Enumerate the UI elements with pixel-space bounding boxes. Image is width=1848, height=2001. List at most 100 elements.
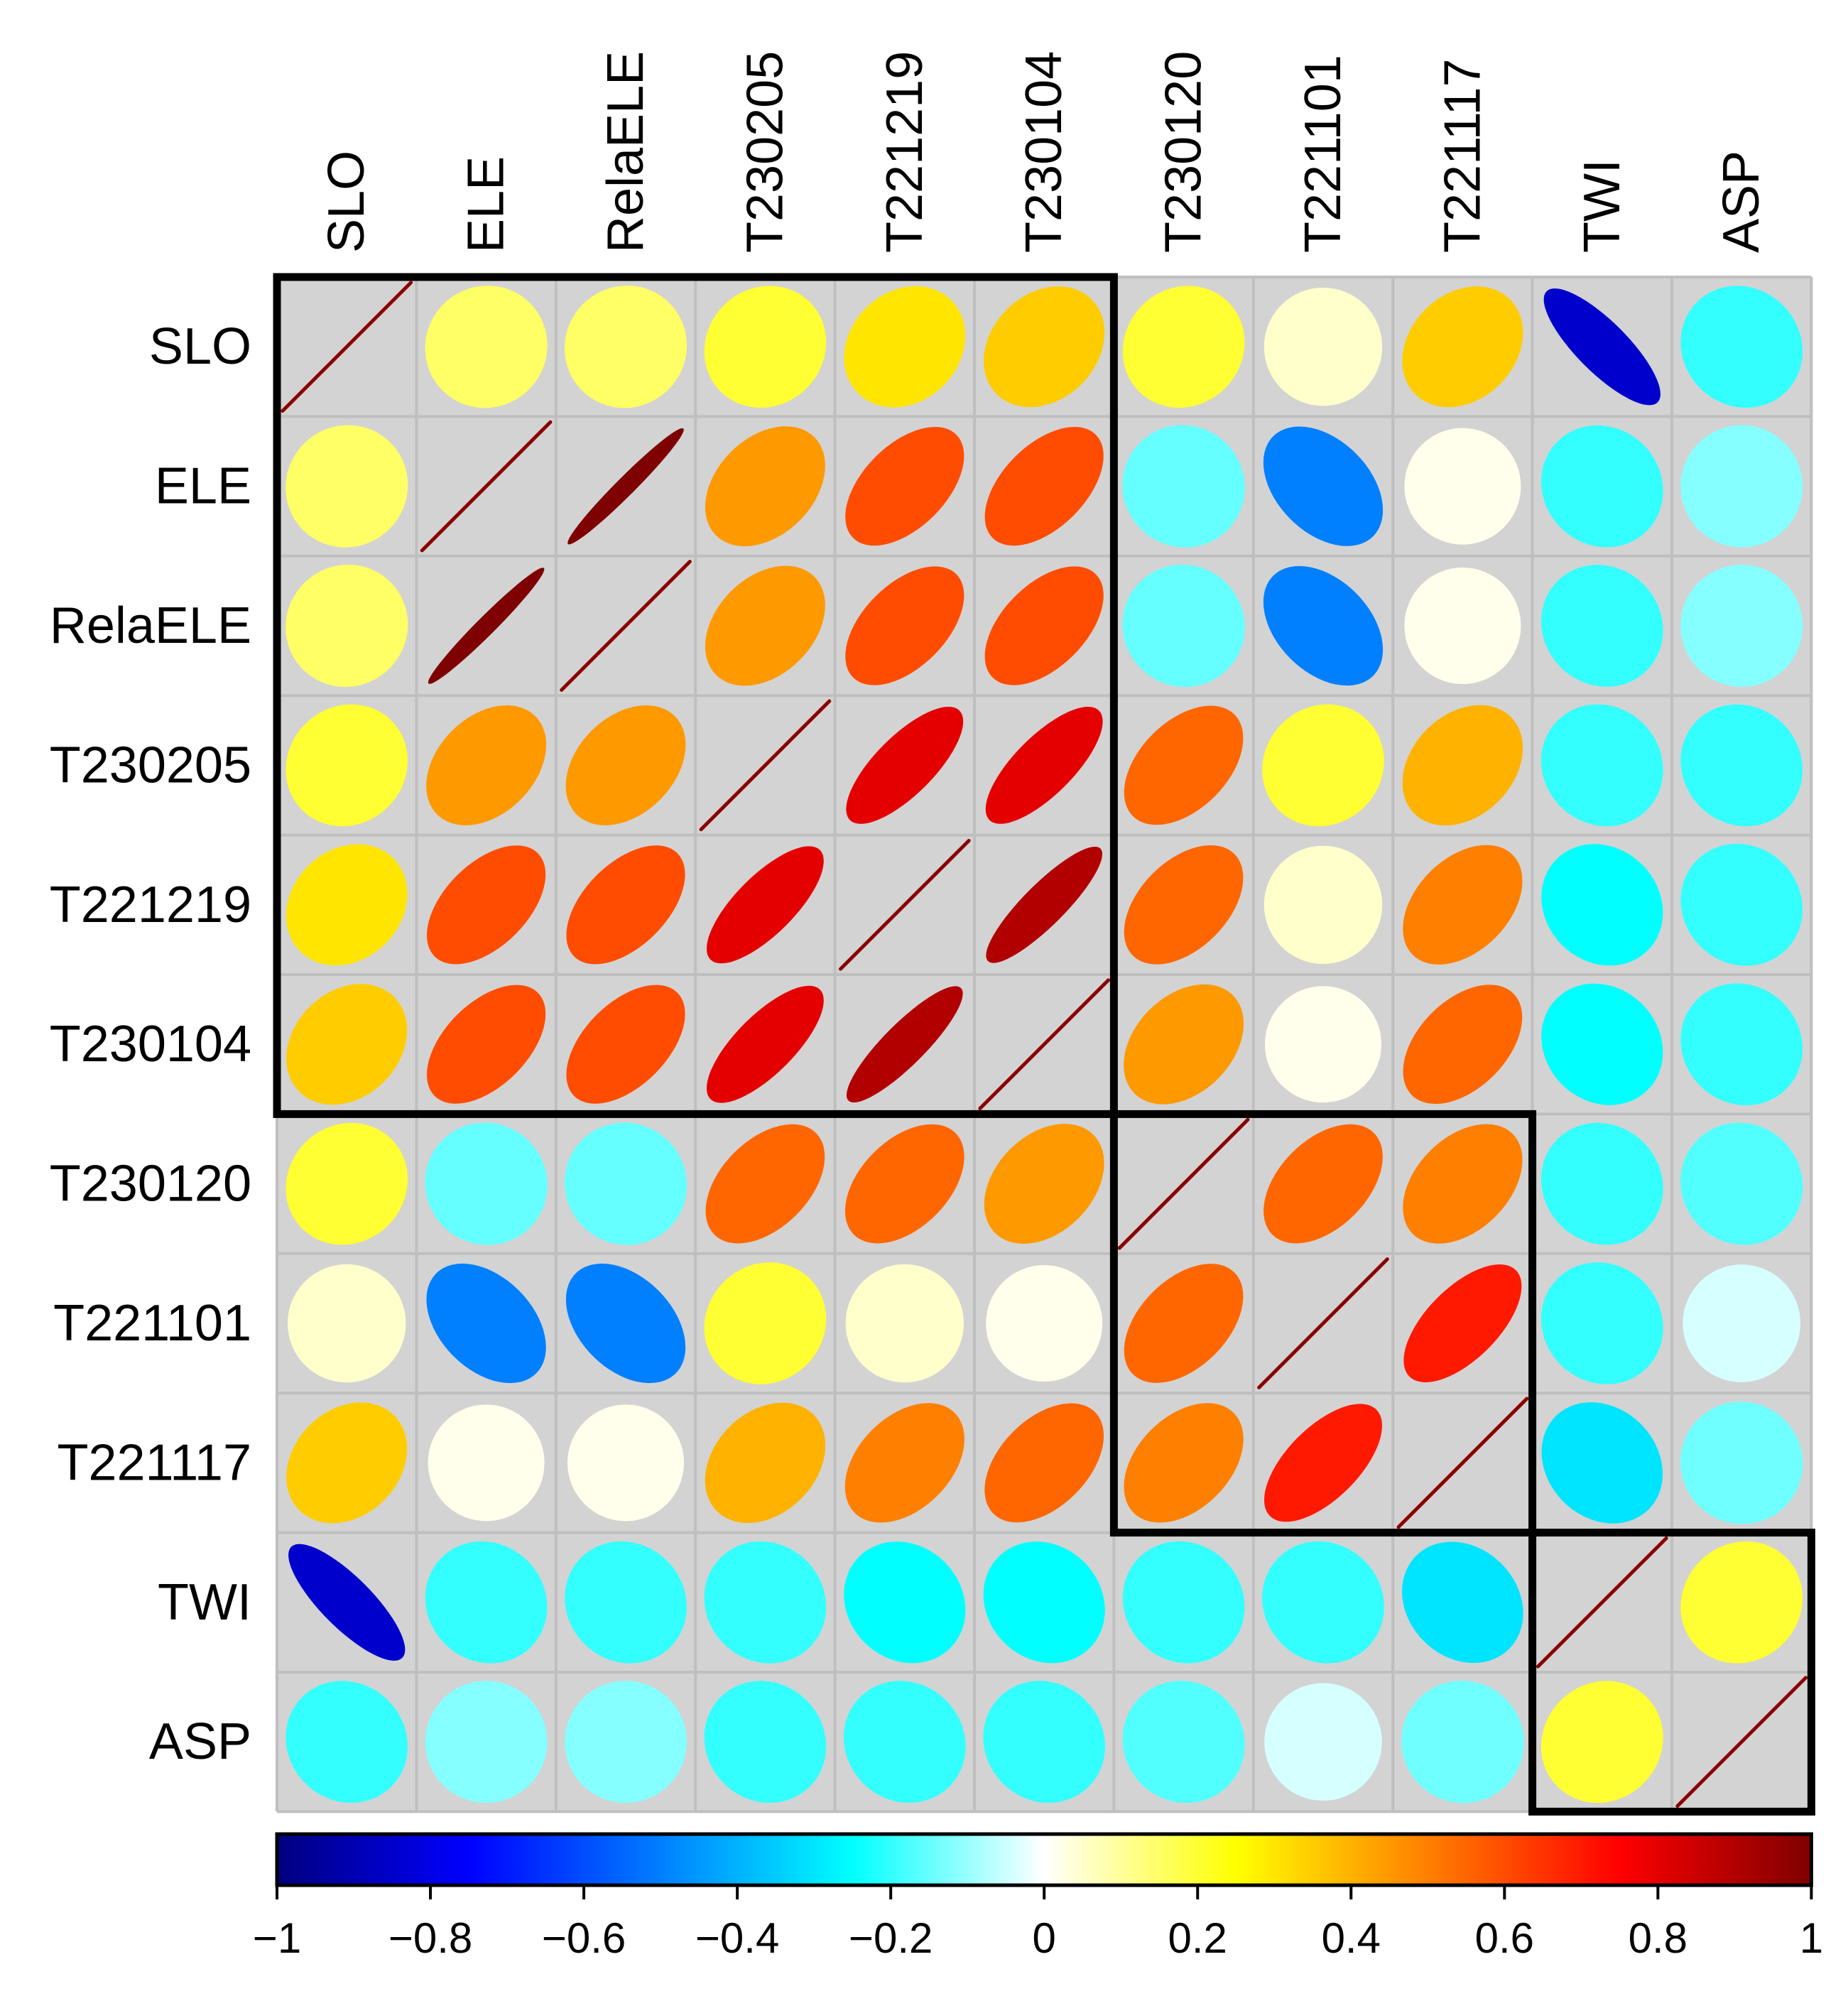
cell-T230104-TWI	[1541, 983, 1663, 1105]
cell-T230120-T221117	[1403, 1124, 1523, 1244]
plot-area	[273, 273, 1815, 1816]
cell-SLO-T230205	[704, 286, 827, 408]
cell-RelaELE-T221219	[845, 566, 964, 685]
row-label-T221117: T221117	[57, 1434, 251, 1491]
cell-ELE-RelaELE	[567, 428, 684, 545]
cell-T221101-SLO	[287, 1264, 406, 1383]
col-label-T221101: T221101	[1295, 55, 1352, 253]
cell-RelaELE-ASP	[1680, 565, 1803, 687]
col-label-SLO: SLO	[318, 151, 375, 253]
cell-SLO-T230104	[984, 286, 1105, 408]
colorbar-tick-label: −0.4	[695, 1914, 779, 1962]
cell-TWI-RelaELE	[565, 1541, 687, 1664]
cell-T230120-T221219	[844, 1124, 964, 1244]
colorbar-tick-label: 0	[1033, 1914, 1056, 1962]
cell-ASP-TWI	[1540, 1681, 1663, 1804]
cell-T230120-SLO	[286, 1122, 408, 1245]
row-label-T230205: T230205	[50, 737, 251, 793]
row-label-T221219: T221219	[50, 877, 251, 933]
cell-ELE-T230120	[1122, 425, 1245, 548]
cell-T221101-T230104	[986, 1264, 1103, 1382]
cell-T230205-T221101	[1262, 704, 1384, 827]
cell-RelaELE-SLO	[286, 564, 408, 688]
cell-T221219-SLO	[286, 844, 408, 966]
cell-T221117-RelaELE	[567, 1404, 685, 1522]
cell-T230104-SLO	[286, 984, 408, 1105]
cell-ASP-T230104	[983, 1681, 1106, 1804]
cell-T221219-T221219	[838, 838, 971, 971]
cell-TWI-T221219	[844, 1541, 966, 1664]
cell-RelaELE-T221101	[1263, 565, 1384, 686]
cell-RelaELE-T230205	[705, 565, 825, 686]
row-label-SLO: SLO	[149, 318, 251, 375]
cell-T230104-ASP	[1680, 983, 1803, 1106]
cell-T221117-ASP	[1680, 1401, 1803, 1524]
cell-T221117-SLO	[286, 1402, 408, 1524]
colorbar-tick-label: −0.8	[388, 1914, 472, 1962]
cell-T230205-RelaELE	[565, 705, 686, 825]
cell-T230120-T221101	[1263, 1124, 1383, 1244]
cell-T230205-T221219	[846, 706, 964, 824]
cell-T230104-T221219	[846, 986, 963, 1103]
cell-T221117-ELE	[428, 1404, 545, 1522]
cell-RelaELE-RelaELE	[560, 560, 692, 692]
cell-RelaELE-TWI	[1540, 565, 1663, 687]
cell-T230104-T221101	[1264, 986, 1382, 1103]
cell-ELE-ASP	[1680, 425, 1803, 548]
cell-T230205-T230120	[1124, 705, 1244, 825]
row-label-RelaELE: RelaELE	[50, 597, 251, 654]
cell-T221117-TWI	[1541, 1402, 1663, 1524]
colorbar-tick-label: 0.8	[1629, 1914, 1687, 1962]
col-label-TWI: TWI	[1574, 159, 1631, 253]
row-label-ELE: ELE	[155, 458, 251, 515]
cell-T230205-ELE	[426, 705, 547, 825]
cell-TWI-T221101	[1262, 1541, 1384, 1664]
cell-T221117-T230104	[984, 1403, 1104, 1523]
cell-ASP-SLO	[286, 1681, 408, 1804]
cell-T230120-T230104	[984, 1124, 1104, 1244]
cell-T230120-RelaELE	[564, 1122, 687, 1245]
cell-T221101-T221219	[845, 1264, 964, 1383]
cell-ELE-T221219	[845, 427, 964, 546]
cell-T221101-RelaELE	[565, 1263, 686, 1384]
cell-T221117-T221101	[1264, 1404, 1382, 1522]
cell-T230120-ELE	[425, 1122, 548, 1245]
cell-T221117-T221219	[844, 1403, 964, 1523]
colorbar: −1 −0.8 −0.6 −0.4 −0.2 0 0.2 0.4 0.6 0.8 1	[253, 1832, 1823, 1962]
axis-labels: SLO SLO ELE ELE RelaELE RelaELE T230205 T230205…	[50, 51, 1770, 1770]
cell-T230120-TWI	[1540, 1122, 1663, 1245]
cell-T230104-ELE	[427, 985, 546, 1104]
colorbar-tick-label: −0.6	[542, 1914, 626, 1962]
cell-ASP-T230205	[704, 1681, 827, 1804]
cell-T221101-TWI	[1540, 1262, 1663, 1384]
cell-RelaELE-T221117	[1404, 567, 1521, 685]
col-label-RelaELE: RelaELE	[597, 51, 654, 253]
cell-SLO-ASP	[1680, 286, 1803, 408]
row-label-T230120: T230120	[50, 1156, 251, 1213]
col-label-T221117: T221117	[1434, 58, 1491, 253]
cell-ASP-T230120	[1122, 1681, 1245, 1804]
cell-T221219-T230205	[706, 846, 824, 964]
colorbar-tick-label: −0.2	[849, 1914, 933, 1962]
col-label-ASP: ASP	[1713, 151, 1770, 253]
cell-T221219-T221117	[1403, 845, 1523, 965]
cell-SLO-T221101	[1263, 287, 1383, 406]
col-label-ELE: ELE	[458, 156, 515, 253]
cell-T221117-T230120	[1124, 1403, 1244, 1523]
cell-T221101-T221117	[1403, 1264, 1522, 1382]
cluster-box-2	[1109, 1110, 1537, 1537]
cell-TWI-T230120	[1122, 1541, 1245, 1664]
col-label-T230120: T230120	[1156, 51, 1212, 253]
cell-ELE-T230104	[984, 427, 1104, 546]
cell-T230104-T221117	[1403, 985, 1523, 1105]
cell-T230205-T221117	[1402, 705, 1523, 826]
cell-ASP-T221219	[843, 1681, 966, 1804]
cell-T230104-RelaELE	[566, 985, 685, 1104]
colorbar-tick-label: −1	[253, 1914, 301, 1962]
cell-T230120-T230120	[1117, 1117, 1250, 1250]
col-label-T221219: T221219	[876, 51, 933, 253]
col-label-T230104: T230104	[1016, 51, 1072, 253]
cell-T221219-RelaELE	[566, 845, 685, 965]
cell-ELE-SLO	[286, 425, 408, 548]
